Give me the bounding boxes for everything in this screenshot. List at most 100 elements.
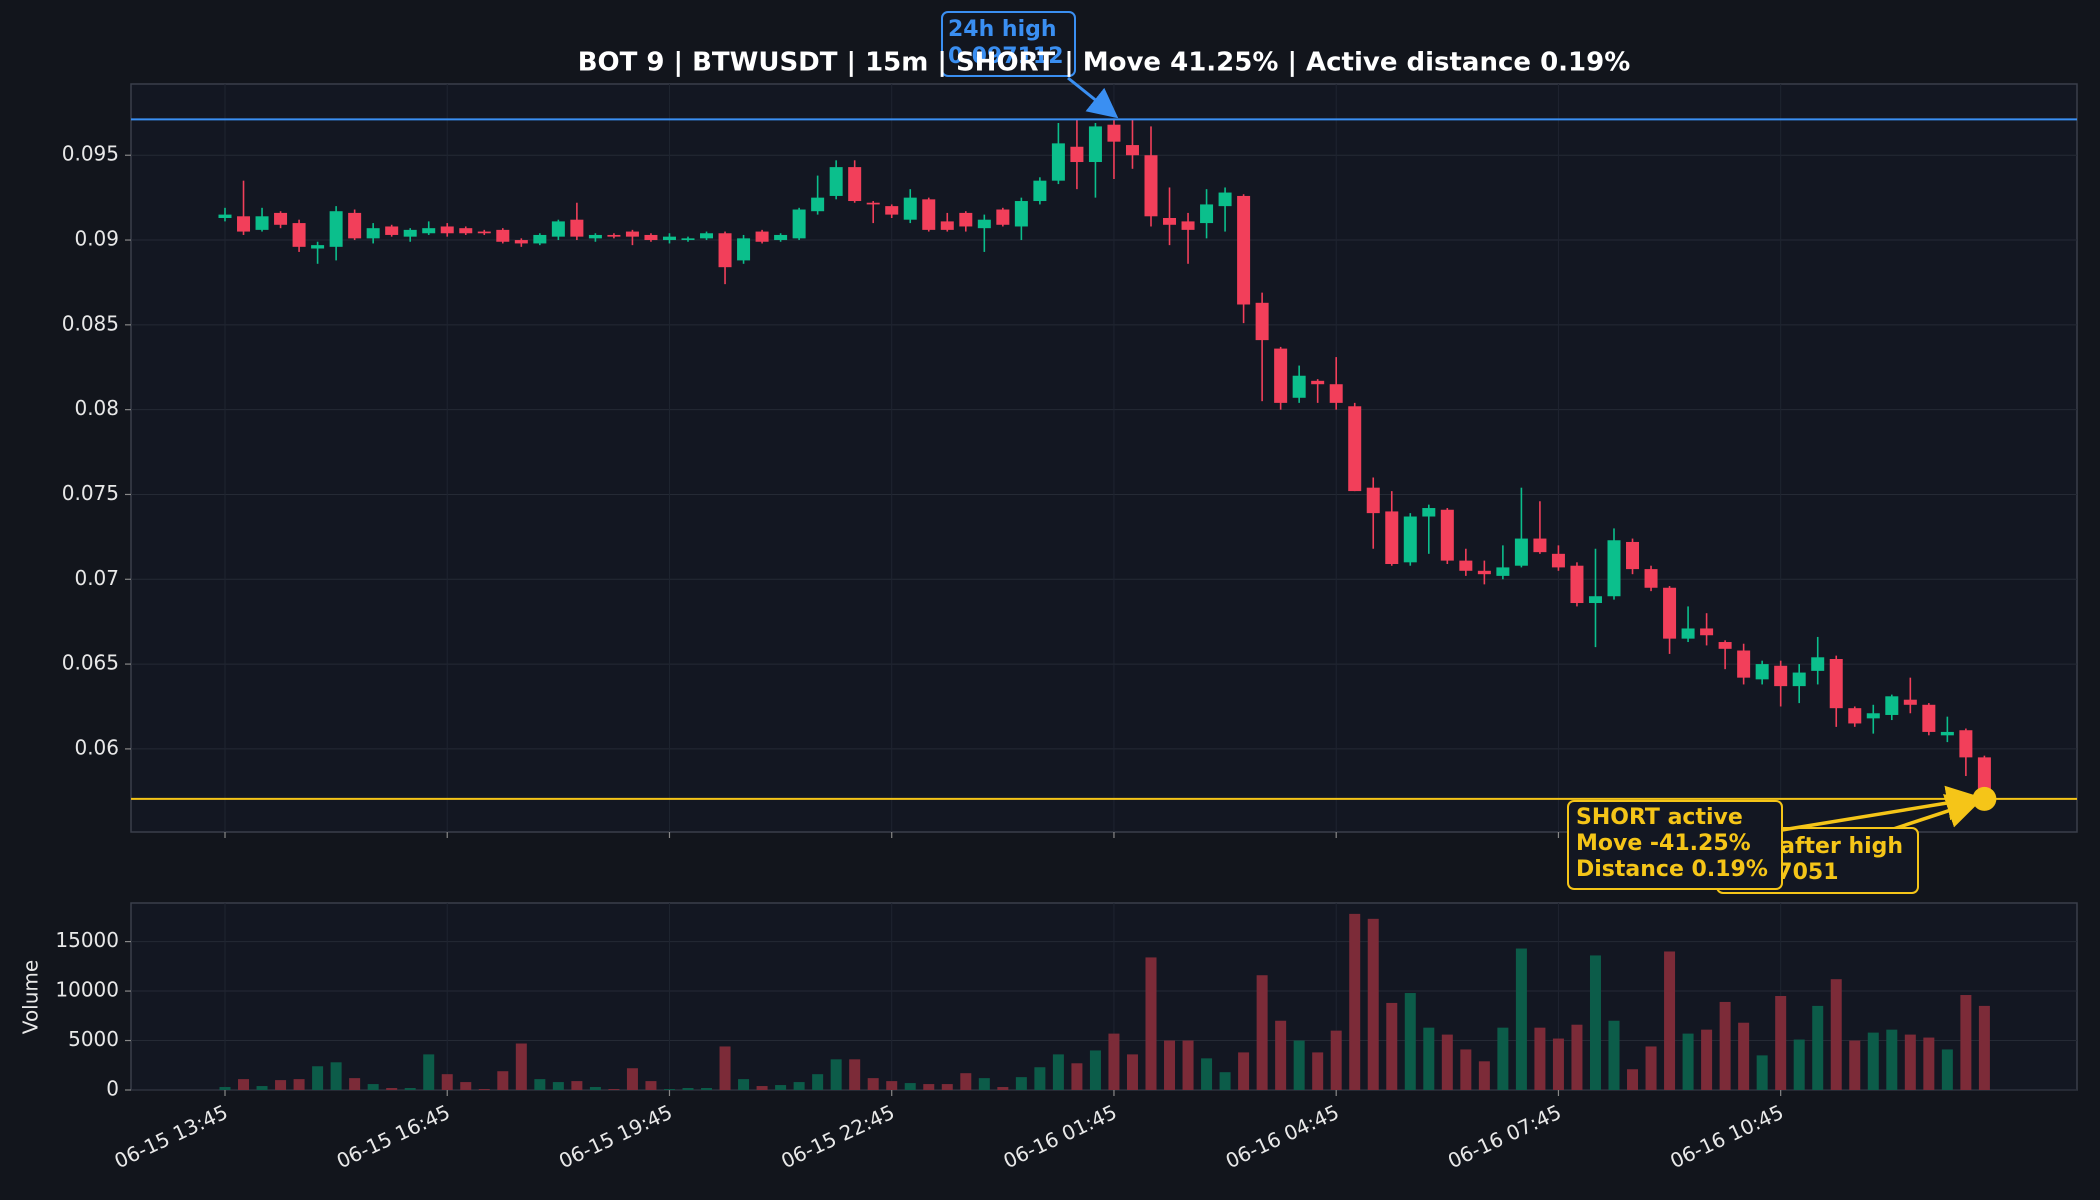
candle-body	[514, 240, 528, 244]
volume-bar	[1089, 1050, 1101, 1090]
volume-tick-label: 5000	[68, 1027, 119, 1051]
status-box	[1567, 800, 1783, 890]
volume-bar	[478, 1089, 490, 1090]
high-title: 24h high	[948, 17, 1057, 42]
volume-bar	[738, 1079, 750, 1090]
volume-bar	[1849, 1040, 1861, 1090]
candle-body	[700, 233, 714, 239]
volume-bar	[701, 1088, 713, 1090]
candle-body	[1940, 731, 1954, 736]
volume-bar	[515, 1043, 527, 1090]
candle-body	[1422, 508, 1436, 517]
candle-body	[329, 211, 343, 247]
volume-bar	[1793, 1039, 1805, 1090]
high-box	[941, 11, 1076, 77]
volume-bar	[1126, 1054, 1138, 1090]
low-dot	[1972, 786, 1997, 811]
candle-body	[1681, 628, 1695, 639]
volume-bar	[571, 1081, 583, 1090]
volume-bar	[1275, 1020, 1287, 1090]
volume-bar	[626, 1068, 638, 1090]
volume-bar	[1052, 1054, 1064, 1090]
volume-bar	[1404, 993, 1416, 1090]
candle-body	[774, 234, 788, 241]
volume-bar	[1238, 1052, 1250, 1090]
candle-body	[348, 212, 362, 239]
volume-bar	[1478, 1061, 1490, 1090]
volume-bar	[1960, 995, 1972, 1090]
volume-bar	[1664, 951, 1676, 1090]
candle-body	[1459, 560, 1473, 571]
volume-bar	[441, 1074, 453, 1090]
volume-tick-label: 0	[106, 1077, 119, 1101]
candle-body	[292, 223, 306, 247]
volume-bar	[1256, 975, 1268, 1090]
volume-bar	[1460, 1049, 1472, 1090]
candle-body	[607, 234, 621, 237]
status-arrow	[1781, 785, 1982, 832]
status-line: Distance 0.19%	[1576, 857, 1768, 882]
volume-bar	[682, 1088, 694, 1090]
volume-bar	[1034, 1067, 1046, 1090]
candle-body	[681, 238, 695, 241]
candle-body	[1366, 487, 1380, 514]
volume-bar	[238, 1079, 250, 1090]
candle-body	[885, 206, 899, 215]
volume-bar	[904, 1083, 916, 1090]
candle-body	[1700, 628, 1714, 636]
chart-title: BOT 9 | BTWUSDT | 15m | SHORT | Move 41.…	[578, 48, 1631, 78]
candle-body	[1514, 538, 1528, 566]
y-tick-label: 0.075	[62, 481, 119, 505]
y-tick-label: 0.065	[62, 651, 119, 675]
candle-body	[1607, 540, 1621, 597]
volume-tick-label: 10000	[55, 978, 119, 1002]
candle-body	[1144, 155, 1158, 217]
candle-body	[1440, 509, 1454, 561]
volume-tick-label: 15000	[55, 928, 119, 952]
candle-body	[533, 234, 547, 244]
candle-body	[1200, 204, 1214, 224]
high-arrow	[1067, 76, 1119, 119]
volume-bar	[275, 1080, 287, 1090]
candle-body	[625, 231, 639, 237]
volume-bar	[1886, 1029, 1898, 1090]
candle-body	[1903, 699, 1917, 705]
y-tick-label: 0.08	[74, 396, 119, 420]
volume-bar	[330, 1062, 342, 1090]
volume-bar	[1867, 1032, 1879, 1090]
volume-bar	[349, 1078, 361, 1090]
candle-body	[1125, 145, 1139, 156]
candle-body	[662, 236, 676, 241]
candle-body	[1792, 672, 1806, 687]
candle-body	[866, 202, 880, 205]
candle-body	[1533, 538, 1547, 553]
volume-bar	[1312, 1052, 1324, 1090]
candle-body	[755, 231, 769, 242]
volume-bar	[293, 1079, 305, 1090]
volume-bar	[1589, 955, 1601, 1090]
candle-body	[1237, 195, 1251, 305]
candle-body	[977, 219, 991, 229]
candle-body	[1866, 713, 1880, 719]
candle-body	[274, 212, 288, 225]
candle-body	[366, 228, 380, 239]
candle-body	[588, 234, 602, 239]
candle-body	[1626, 541, 1640, 570]
candle-body	[1107, 124, 1121, 142]
candle-body	[1385, 511, 1399, 565]
volume-bar	[1534, 1027, 1546, 1090]
volume-bar	[1182, 1040, 1194, 1090]
candle-body	[1274, 348, 1288, 403]
candle-body	[237, 216, 251, 232]
volume-bar	[1015, 1077, 1027, 1090]
volume-bar	[552, 1082, 564, 1090]
volume-bar	[1423, 1027, 1435, 1090]
volume-bar	[1330, 1030, 1342, 1090]
volume-bar	[1645, 1046, 1657, 1090]
candle-body	[1570, 565, 1584, 604]
candle-body	[1551, 553, 1565, 568]
volume-bar	[756, 1086, 768, 1090]
volume-bar	[1682, 1033, 1694, 1090]
price-panel	[130, 83, 2078, 833]
candle-body	[811, 197, 825, 212]
